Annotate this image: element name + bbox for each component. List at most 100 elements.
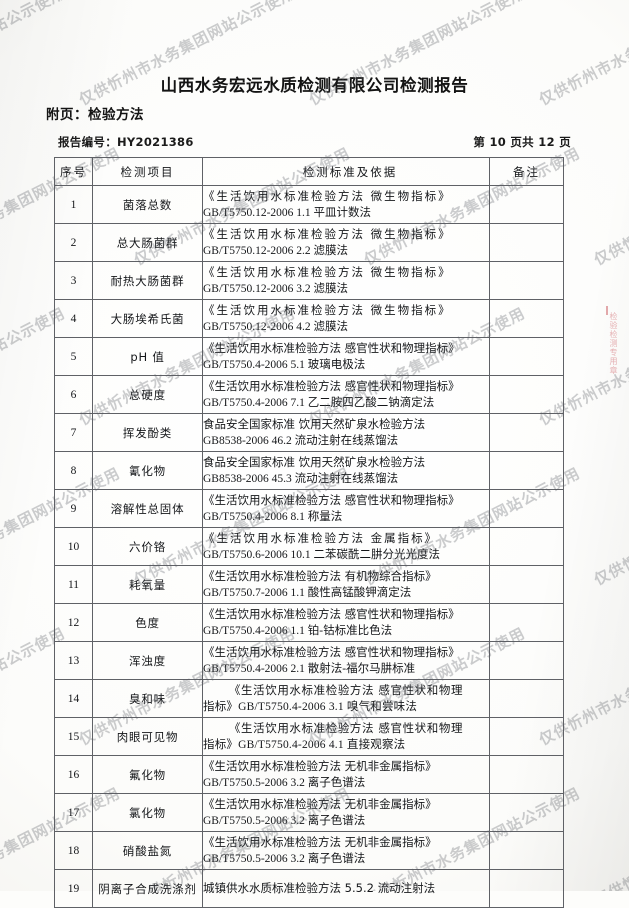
cell-no: 18: [54, 831, 93, 870]
table-row: 14 臭和味 《生活饮用水标准检验方法 感官性状和物理 指标》GB/T5750.4-2…: [54, 679, 564, 718]
standard-line-2: GB/T5750.12-2006 2.2 滤膜法: [203, 244, 349, 257]
cell-note: [489, 641, 564, 680]
table-row: 5 pH 值《生活饮用水标准检验方法 感官性状和物理指标》 GB/T5750.4-2…: [54, 337, 564, 376]
cell-note: [489, 565, 564, 604]
cell-note: [489, 869, 564, 908]
cell-note: [489, 527, 564, 566]
cell-note: [489, 793, 564, 832]
cell-note: [489, 679, 564, 718]
table-row: 6 总硬度 《生活饮用水标准检验方法 感官性状和物理指标》 GB/T5750.4-20…: [54, 375, 564, 414]
stamp-text: 检验检测专用章: [609, 312, 618, 375]
report-meta: 报告编号：HY2021386 第 10 页共 12 页: [58, 134, 571, 150]
table-row: 17 氯化物 《生活饮用水标准检验方法 无机非金属指标》 GB/T5750.5-200…: [54, 793, 564, 832]
cell-standard: 《生活饮用水标准检验方法 有机物综合指标》 GB/T5750.7-2006 1.1…: [202, 565, 490, 604]
table-header-row: 序号 检测项目 检测标准及依据 备注: [54, 157, 564, 186]
standard-line-1: 《生活饮用水标准检验方法 无机非金属指标》: [203, 796, 437, 811]
cell-note: [489, 375, 564, 414]
table-row: 18 硝酸盐氮 《生活饮用水标准检验方法 无机非金属指标》 GB/T5750.5-20…: [54, 831, 564, 870]
standard-line-2: GB8538-2006 45.3 流动注射在线蒸馏法: [203, 472, 399, 485]
cell-standard: 食品安全国家标准 饮用天然矿泉水检验方法 GB8538-2006 46.2 流动注…: [202, 413, 490, 452]
cell-standard: 《生活饮用水标准检验方法 微生物指标》 GB/T5750.12-2006 1.1 …: [202, 185, 490, 224]
stamp-tick: [606, 306, 608, 315]
cell-no: 14: [54, 679, 93, 718]
standard-line-2: GB8538-2006 46.2 流动注射在线蒸馏法: [203, 434, 399, 447]
standard-line-2: 指标》GB/T5750.4-2006 3.1 嗅气和尝味法: [203, 700, 418, 713]
table-row: 15 肉眼可见物 《生活饮用水标准检验方法 感官性状和物理 指标》GB/T5750.4…: [54, 717, 564, 756]
standard-line-1: 《生活饮用水标准检验方法 感官性状和物理指标》: [203, 492, 460, 507]
column-header-standard: 检测标准及依据: [202, 157, 490, 186]
cell-no: 1: [54, 185, 93, 224]
standard-line-2: GB/T5750.5-2006 3.2 离子色谱法: [203, 776, 366, 789]
cell-test-item: 肉眼可见物: [92, 717, 203, 756]
standard-line-2: GB/T5750.12-2006 1.1 平皿计数法: [203, 206, 372, 219]
table-row: 2 总大肠菌群 《生活饮用水标准检验方法 微生物指标》 GB/T5750.12-200…: [54, 223, 564, 262]
page-title: 山西水务宏远水质检测有限公司检测报告: [160, 76, 469, 95]
standard-line-2: GB/T5750.4-2006 5.1 玻璃电极法: [203, 358, 366, 371]
cell-standard: 《生活饮用水标准检验方法 无机非金属指标》 GB/T5750.5-2006 3.2…: [202, 755, 490, 794]
table-row: 1 菌落总数 《生活饮用水标准检验方法 微生物指标》 GB/T5750.12-2006…: [54, 185, 564, 224]
cell-test-item: 硝酸盐氮: [92, 831, 203, 870]
table-row: 10 六价铬 《生活饮用水标准检验方法 金属指标》 GB/T5750.6-2006 1…: [54, 527, 564, 566]
cell-note: [489, 717, 564, 756]
standard-line-1: 食品安全国家标准 饮用天然矿泉水检验方法: [203, 416, 426, 431]
cell-test-item: 耗氧量: [92, 565, 203, 604]
table-row: 11 耗氧量 《生活饮用水标准检验方法 有机物综合指标》 GB/T5750.7-200…: [54, 565, 564, 604]
cell-standard: 《生活饮用水标准检验方法 感官性状和物理指标》 GB/T5750.4-2006 5…: [202, 337, 490, 376]
cell-standard: 《生活饮用水标准检验方法 感官性状和物理指标》 GB/T5750.4-2006 8…: [202, 489, 490, 528]
cell-test-item: 总大肠菌群: [92, 223, 203, 262]
cell-note: [489, 413, 564, 452]
cell-standard: 《生活饮用水标准检验方法 感官性状和物理指标》 GB/T5750.4-2006 2…: [202, 641, 490, 680]
cell-note: [489, 603, 564, 642]
cell-no: 4: [54, 299, 93, 338]
standard-line-2: GB/T5750.5-2006 3.2 离子色谱法: [203, 852, 366, 865]
cell-standard: 《生活饮用水标准检验方法 感官性状和物理指标》GB/T5750.4-2006 4…: [202, 717, 490, 756]
table-row: 12 色度 《生活饮用水标准检验方法 感官性状和物理指标》 GB/T5750.4-20…: [54, 603, 564, 642]
cell-no: 9: [54, 489, 93, 528]
cell-test-item: 挥发酚类: [92, 413, 203, 452]
cell-note: [489, 223, 564, 262]
cell-note: [489, 261, 564, 300]
column-header-note: 备注: [489, 157, 564, 186]
table-row: 13 浑浊度 《生活饮用水标准检验方法 感官性状和物理指标》 GB/T5750.4-2…: [54, 641, 564, 680]
cell-test-item: 六价铬: [92, 527, 203, 566]
standard-line-1: 《生活饮用水标准检验方法 感官性状和物理: [228, 720, 464, 735]
standard-line-1: 城镇供水水质标准检验方法 5.5.2 流动注射法: [203, 881, 436, 896]
standard-line-2: GB/T5750.7-2006 1.1 酸性高锰酸钾滴定法: [203, 586, 412, 599]
standard-line-1: 《生活饮用水标准检验方法 感官性状和物理: [228, 682, 464, 697]
standard-line-1: 《生活饮用水标准检验方法 微生物指标》: [203, 264, 452, 279]
standard-line-1: 《生活饮用水标准检验方法 微生物指标》: [203, 226, 452, 241]
standard-line-2: 指标》GB/T5750.4-2006 4.1 直接观察法: [203, 738, 406, 751]
table-row: 7 挥发酚类 食品安全国家标准 饮用天然矿泉水检验方法 GB8538-2006 46.…: [54, 413, 564, 452]
cell-standard: 《生活饮用水标准检验方法 微生物指标》 GB/T5750.12-2006 2.2 …: [202, 223, 490, 262]
table-row: 16 氟化物 《生活饮用水标准检验方法 无机非金属指标》 GB/T5750.5-200…: [54, 755, 564, 794]
page-number: 第 10 页共 12 页: [473, 135, 571, 149]
cell-test-item: pH 值: [92, 337, 203, 376]
cell-standard: 《生活饮用水标准检验方法 感官性状和物理指标》GB/T5750.4-2006 3…: [202, 679, 490, 718]
document-subtitle: 附页：检验方法: [46, 107, 144, 123]
cell-no: 19: [54, 869, 93, 908]
cell-test-item: 总硬度: [92, 375, 203, 414]
inspection-stamp: 检验检测专用章: [597, 306, 619, 416]
cell-standard: 《生活饮用水标准检验方法 金属指标》 GB/T5750.6-2006 10.1 二…: [202, 527, 490, 566]
cell-no: 3: [54, 261, 93, 300]
standard-line-1: 《生活饮用水标准检验方法 感官性状和物理指标》: [203, 606, 460, 621]
cell-no: 6: [54, 375, 93, 414]
report-number: 报告编号：HY2021386: [58, 135, 194, 149]
cell-test-item: 耐热大肠菌群: [92, 261, 203, 300]
cell-no: 16: [54, 755, 93, 794]
cell-note: [489, 755, 564, 794]
table-row: 9 溶解性总固体 《生活饮用水标准检验方法 感官性状和物理指标》 GB/T5750.4…: [54, 489, 564, 528]
column-header-item: 检测项目: [92, 157, 203, 186]
cell-test-item: 阴离子合成洗涤剂: [92, 869, 203, 908]
column-header-no: 序号: [54, 157, 93, 186]
cell-no: 5: [54, 337, 93, 376]
cell-test-item: 臭和味: [92, 679, 203, 718]
cell-test-item: 氟化物: [92, 755, 203, 794]
table-row: 4 大肠埃希氏菌 《生活饮用水标准检验方法 微生物指标》 GB/T5750.12-20…: [54, 299, 564, 338]
cell-test-item: 浑浊度: [92, 641, 203, 680]
cell-test-item: 大肠埃希氏菌: [92, 299, 203, 338]
cell-note: [489, 299, 564, 338]
standard-line-2: GB/T5750.4-2006 2.1 散射法-福尔马肼标准: [203, 662, 416, 675]
standard-line-2: GB/T5750.4-2006 1.1 铂-钴标准比色法: [203, 624, 393, 637]
